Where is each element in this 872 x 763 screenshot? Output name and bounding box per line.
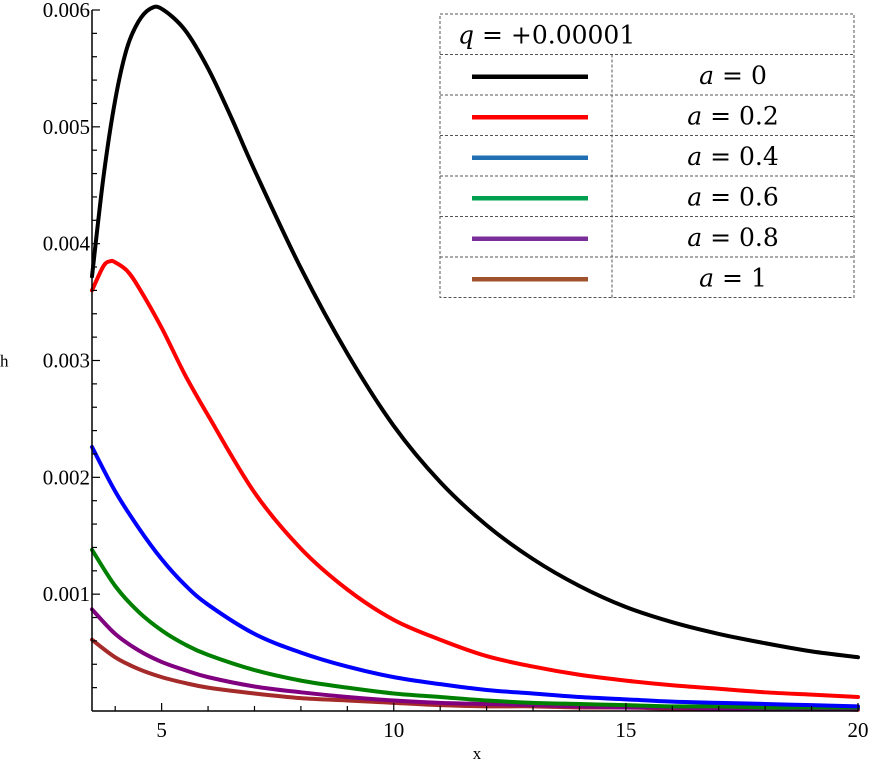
legend-label-var: a — [687, 142, 702, 171]
x-tick-label: 10 — [383, 718, 404, 742]
legend-label-value: = 0.4 — [710, 142, 779, 171]
legend-label-var: a — [687, 223, 702, 252]
series-line-0 — [90, 4, 860, 660]
legend-label-value: = 0.8 — [710, 223, 779, 252]
legend-title-var: q — [458, 20, 474, 49]
series-line-2 — [90, 444, 860, 709]
series-line-1 — [90, 258, 860, 699]
x-axis-label: x — [473, 744, 482, 763]
legend-label-value: = 0 — [722, 61, 767, 90]
y-tick-label: 0.001 — [43, 582, 90, 606]
x-tick-label: 20 — [848, 718, 869, 742]
legend-label-1: a = 0.2 — [687, 101, 779, 130]
curves-layer — [90, 4, 860, 712]
legend-label-value: = 0.2 — [710, 101, 779, 130]
legend-label-0: a = 0 — [699, 61, 767, 90]
x-tick-label: 5 — [156, 718, 167, 742]
y-tick-label: 0.002 — [43, 465, 90, 489]
y-tick-label: 0.004 — [43, 232, 91, 256]
y-tick-label: 0.006 — [43, 0, 90, 22]
legend-label-3: a = 0.6 — [687, 182, 779, 211]
x-tick-label: 15 — [615, 718, 636, 742]
y-axis-label: h — [0, 352, 9, 371]
legend-label-4: a = 0.8 — [687, 223, 779, 252]
legend-title-value: = +0.00001 — [482, 20, 635, 49]
series-line-3 — [90, 547, 860, 710]
y-tick-label: 0.005 — [43, 115, 90, 139]
legend-label-var: a — [699, 61, 714, 90]
legend-label-5: a = 1 — [699, 263, 767, 292]
legend-label-value: = 1 — [722, 263, 767, 292]
y-tick-label: 0.003 — [43, 349, 90, 373]
legend-label-var: a — [687, 182, 702, 211]
legend-label-2: a = 0.4 — [687, 142, 779, 171]
legend-label-value: = 0.6 — [710, 182, 779, 211]
legend-title: q = +0.00001 — [458, 20, 635, 49]
legend-label-var: a — [699, 263, 714, 292]
series-line-4 — [90, 607, 860, 711]
legend-label-var: a — [687, 101, 702, 130]
